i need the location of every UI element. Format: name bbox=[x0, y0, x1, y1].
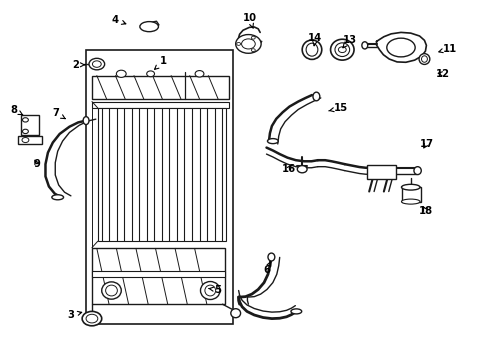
Ellipse shape bbox=[386, 38, 414, 57]
Text: 2: 2 bbox=[72, 60, 85, 70]
Ellipse shape bbox=[267, 253, 274, 261]
Text: 15: 15 bbox=[328, 103, 347, 113]
Ellipse shape bbox=[267, 139, 278, 144]
Bar bbox=[92, 248, 224, 304]
Ellipse shape bbox=[200, 282, 220, 300]
Ellipse shape bbox=[401, 199, 419, 204]
Bar bbox=[92, 271, 224, 277]
Text: 18: 18 bbox=[418, 206, 431, 216]
Text: 5: 5 bbox=[208, 285, 221, 295]
Ellipse shape bbox=[418, 54, 429, 64]
Circle shape bbox=[195, 71, 203, 77]
Bar bbox=[18, 136, 41, 144]
Ellipse shape bbox=[305, 43, 317, 56]
Text: 13: 13 bbox=[342, 35, 356, 48]
Bar bbox=[98, 108, 225, 241]
Ellipse shape bbox=[140, 22, 158, 32]
Text: 9: 9 bbox=[33, 159, 40, 169]
Bar bbox=[20, 115, 39, 135]
Ellipse shape bbox=[52, 195, 63, 200]
Circle shape bbox=[116, 70, 126, 77]
Circle shape bbox=[338, 47, 346, 53]
Bar bbox=[92, 76, 228, 99]
Bar bbox=[366, 165, 395, 179]
Ellipse shape bbox=[102, 282, 121, 299]
Circle shape bbox=[22, 129, 28, 134]
Ellipse shape bbox=[413, 167, 421, 175]
Circle shape bbox=[82, 311, 102, 326]
Circle shape bbox=[241, 39, 255, 49]
Text: 16: 16 bbox=[281, 164, 295, 174]
Circle shape bbox=[251, 49, 255, 51]
Text: 3: 3 bbox=[67, 310, 81, 320]
Circle shape bbox=[89, 58, 104, 70]
Ellipse shape bbox=[290, 309, 301, 314]
Ellipse shape bbox=[105, 285, 117, 296]
Ellipse shape bbox=[230, 309, 240, 318]
Text: 6: 6 bbox=[263, 262, 270, 275]
Circle shape bbox=[251, 36, 255, 39]
Circle shape bbox=[297, 166, 306, 173]
Circle shape bbox=[22, 138, 29, 143]
Text: 12: 12 bbox=[435, 69, 448, 79]
Ellipse shape bbox=[401, 184, 419, 190]
Text: 4: 4 bbox=[111, 15, 125, 25]
Ellipse shape bbox=[312, 92, 319, 101]
Text: 7: 7 bbox=[53, 108, 65, 119]
Circle shape bbox=[235, 35, 261, 53]
Text: 1: 1 bbox=[154, 56, 167, 69]
Circle shape bbox=[22, 118, 28, 122]
Text: 14: 14 bbox=[307, 33, 322, 46]
Bar bbox=[85, 50, 233, 324]
Ellipse shape bbox=[361, 42, 367, 49]
Bar bbox=[401, 187, 420, 202]
Ellipse shape bbox=[204, 285, 215, 296]
Circle shape bbox=[146, 71, 154, 77]
Ellipse shape bbox=[83, 117, 89, 125]
Circle shape bbox=[236, 42, 240, 45]
Circle shape bbox=[92, 61, 101, 67]
Text: 11: 11 bbox=[438, 44, 456, 54]
Ellipse shape bbox=[334, 43, 349, 57]
Ellipse shape bbox=[302, 40, 321, 59]
Text: 17: 17 bbox=[419, 139, 432, 149]
Circle shape bbox=[86, 314, 98, 323]
Text: 10: 10 bbox=[242, 13, 256, 28]
Text: 8: 8 bbox=[10, 105, 22, 115]
Ellipse shape bbox=[330, 39, 353, 60]
Bar bbox=[92, 102, 228, 108]
Ellipse shape bbox=[421, 56, 427, 62]
